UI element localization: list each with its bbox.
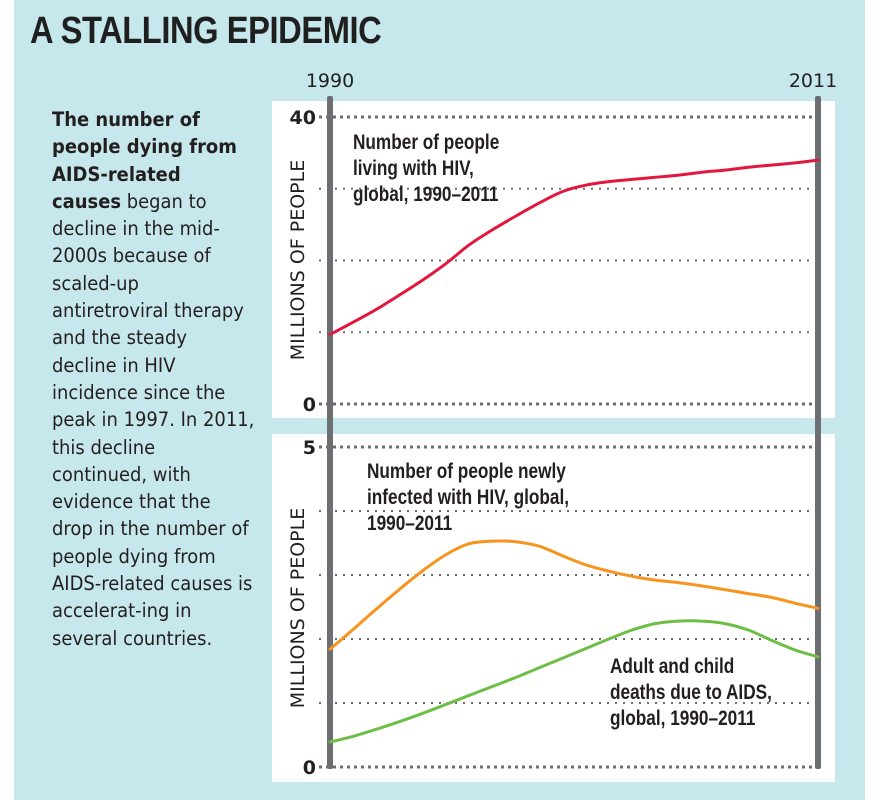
x-tick-label-1990: 1990	[306, 70, 354, 92]
annotation-deaths-line-3: global, 1990–2011	[610, 708, 756, 731]
bottom-panel	[272, 434, 835, 782]
year-bar-1990	[327, 96, 333, 769]
annotation-new-line-3: 1990–2011	[367, 513, 452, 536]
annotation-deaths: Adult and child deaths due to AIDS, glob…	[610, 656, 772, 731]
year-bar-2011	[815, 96, 821, 769]
annotation-new-line-2: infected with HIV, global,	[367, 487, 569, 510]
series-line-living-with-hiv	[328, 158, 820, 336]
bottom-gridlines	[319, 445, 815, 769]
annotation-living-line-2: living with HIV,	[353, 158, 474, 181]
annotation-deaths-line-2: deaths due to AIDS,	[610, 682, 772, 705]
series-line-deaths	[328, 619, 820, 744]
infographic-title: A STALLING EPIDEMIC	[30, 10, 382, 52]
bottom-y-tick-5: 5	[303, 437, 316, 459]
annotation-deaths-line-1: Adult and child	[610, 656, 734, 679]
bottom-y-axis-title: MILLIONS OF PEOPLE	[287, 508, 309, 708]
top-y-tick-40: 40	[290, 107, 316, 129]
annotation-living-line-3: global, 1990–2011	[353, 184, 499, 207]
top-y-axis-title: MILLIONS OF PEOPLE	[287, 160, 309, 360]
series-line-new-infections	[328, 539, 820, 651]
annotation-living-with-hiv: Number of people living with HIV, global…	[353, 132, 500, 207]
annotation-new-line-1: Number of people newly	[367, 461, 566, 484]
sidebar-body: began to decline in the mid-2000s becaus…	[52, 189, 255, 650]
bottom-y-tick-0: 0	[303, 757, 316, 779]
top-panel	[272, 101, 835, 418]
annotation-living-line-1: Number of people	[353, 132, 500, 155]
top-y-tick-0: 0	[303, 394, 316, 416]
sidebar-description: The number of people dying from AIDS-rel…	[52, 106, 254, 652]
annotation-new-infections: Number of people newly infected with HIV…	[367, 461, 569, 536]
sidebar-bold-lead: The number of people dying from AIDS-rel…	[52, 108, 237, 213]
x-tick-label-2011: 2011	[789, 70, 837, 92]
